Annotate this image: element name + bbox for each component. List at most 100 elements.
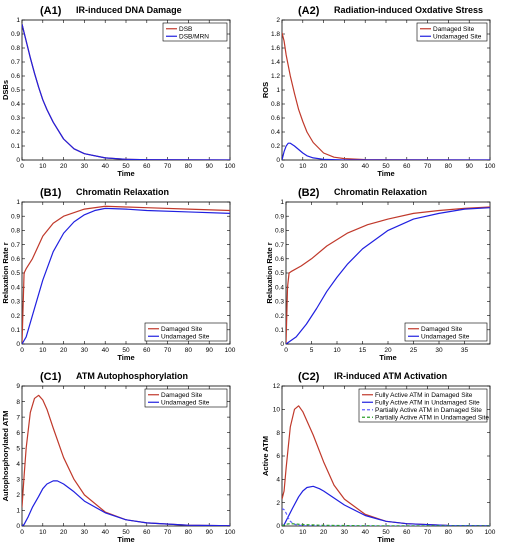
x-tick-label: 20 (384, 347, 392, 354)
x-tick-label: 50 (382, 163, 390, 170)
y-tick-label: 0.2 (11, 313, 20, 320)
legend-box (404, 322, 488, 342)
series-line (286, 206, 490, 344)
x-tick-label: 30 (341, 529, 349, 536)
x-tick-label: 40 (102, 163, 110, 170)
y-tick-label: 1.2 (271, 73, 280, 80)
legend-label: Undamaged Site (421, 333, 470, 340)
chart-panel-id: (C2) (298, 371, 320, 383)
y-tick-label: 10 (273, 407, 281, 414)
y-tick-label: 0.4 (11, 284, 20, 291)
y-tick-label: 12 (273, 383, 281, 390)
x-axis-label: Time (379, 353, 396, 362)
legend-box (358, 388, 488, 423)
series-group (282, 32, 490, 160)
x-tick-label: 80 (185, 347, 193, 354)
legend-box (144, 388, 228, 408)
y-tick-label: 1 (16, 199, 20, 206)
x-tick-label: 60 (403, 163, 411, 170)
x-tick-label: 0 (280, 163, 284, 170)
chart-panel-id: (A2) (298, 5, 320, 17)
y-tick-label: 0.2 (275, 313, 284, 320)
y-tick-label: 1 (280, 199, 284, 206)
x-tick-label: 30 (435, 347, 443, 354)
x-tick-label: 20 (60, 163, 68, 170)
legend-label: Damaged Site (433, 26, 475, 33)
chart-title: Chromatin Relaxation (334, 187, 427, 197)
x-tick-label: 70 (164, 163, 172, 170)
x-tick-label: 50 (122, 529, 130, 536)
legend-label: Undamaged Site (161, 333, 210, 340)
x-tick-label: 0 (20, 529, 24, 536)
chart-panel-id: (B2) (298, 187, 320, 199)
y-tick-label: 0 (16, 523, 20, 530)
y-tick-label: 0.8 (11, 45, 20, 52)
y-axis-label: Relaxation Rate r (265, 242, 274, 303)
y-axis-label: Active ATM (261, 436, 270, 476)
x-tick-label: 35 (461, 347, 469, 354)
chart-panel-id: (A1) (40, 5, 62, 17)
x-axis-label: Time (377, 169, 394, 178)
y-tick-label: 0 (16, 157, 20, 164)
legend-label: Damaged Site (161, 392, 203, 399)
y-tick-label: 0.1 (275, 327, 284, 334)
x-tick-label: 60 (143, 347, 151, 354)
y-tick-label: 5 (16, 445, 20, 452)
y-tick-label: 0.1 (11, 327, 20, 334)
x-tick-label: 70 (424, 529, 432, 536)
series-line (286, 207, 490, 344)
x-tick-label: 80 (185, 163, 193, 170)
x-tick-label: 70 (164, 529, 172, 536)
y-tick-label: 0.6 (11, 256, 20, 263)
x-axis-label: Time (377, 535, 394, 544)
x-tick-label: 40 (102, 529, 110, 536)
y-tick-label: 2 (276, 500, 280, 507)
plot-area (21, 201, 231, 345)
x-tick-label: 90 (206, 529, 214, 536)
y-tick-label: 0.7 (11, 59, 20, 66)
y-tick-label: 0.4 (275, 284, 284, 291)
x-tick-label: 100 (225, 347, 236, 354)
series-line (282, 32, 490, 160)
chart-title: IR-induced DNA Damage (76, 5, 182, 15)
chart-panel: (A2) Radiation-induced Oxdative Stress 0 10… (261, 5, 496, 178)
y-tick-label: 0.3 (275, 299, 284, 306)
y-tick-label: 0.7 (11, 242, 20, 249)
x-tick-label: 20 (320, 529, 328, 536)
x-tick-label: 10 (39, 347, 47, 354)
plot-area (21, 19, 231, 161)
legend-box (416, 22, 488, 42)
legend-label: Fully Active ATM in Damaged Site (375, 392, 473, 399)
y-tick-label: 0.9 (11, 213, 20, 220)
chart-title: ATM Autophosphorylation (76, 371, 188, 381)
series-group (22, 24, 230, 160)
x-tick-label: 0 (280, 529, 284, 536)
legend-box (144, 322, 228, 342)
series-line (22, 480, 230, 526)
y-tick-label: 0 (16, 341, 20, 348)
x-tick-label: 30 (81, 163, 89, 170)
y-tick-label: 1 (16, 508, 20, 515)
x-tick-label: 30 (81, 529, 89, 536)
series-line (282, 485, 490, 526)
plot-area (285, 201, 491, 345)
legend-label: Partially Active ATM in Damaged Site (375, 407, 482, 414)
x-tick-label: 10 (299, 163, 307, 170)
y-tick-label: 0 (276, 523, 280, 530)
x-tick-label: 25 (410, 347, 418, 354)
y-tick-label: 0.2 (271, 143, 280, 150)
y-tick-label: 2 (16, 492, 20, 499)
x-tick-label: 40 (362, 529, 370, 536)
y-axis-label: ROS (261, 82, 270, 98)
y-tick-label: 0.4 (11, 101, 20, 108)
chart-title: Radiation-induced Oxdative Stress (334, 5, 483, 15)
legend-label: Undamaged Site (161, 399, 210, 406)
x-tick-label: 40 (362, 163, 370, 170)
x-tick-label: 20 (60, 347, 68, 354)
